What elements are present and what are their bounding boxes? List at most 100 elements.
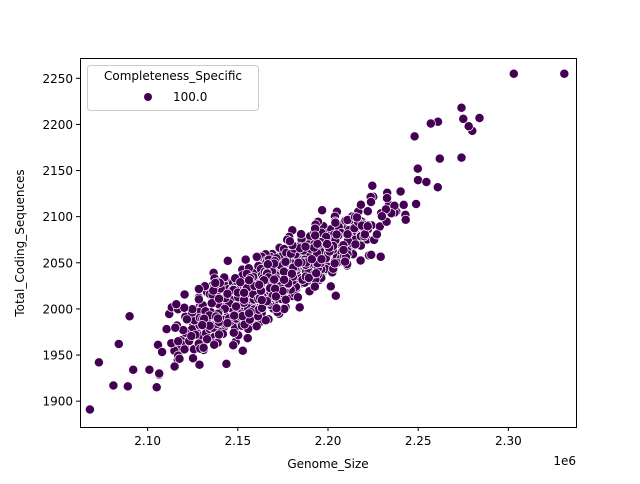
data-point bbox=[306, 254, 317, 265]
data-point bbox=[292, 292, 303, 303]
data-point bbox=[193, 284, 204, 294]
data-point bbox=[310, 230, 321, 241]
data-point bbox=[228, 327, 239, 338]
data-point bbox=[456, 152, 467, 163]
data-point bbox=[197, 320, 208, 331]
data-point bbox=[425, 118, 436, 129]
x-offset-label: 1e6 bbox=[553, 454, 576, 468]
data-point bbox=[231, 301, 242, 312]
y-axis-ticks: 1900 1950 2000 2050 2100 2150 2200 2250 bbox=[42, 72, 80, 409]
data-point bbox=[400, 214, 411, 225]
data-point bbox=[325, 281, 336, 292]
data-point bbox=[84, 404, 95, 415]
data-point bbox=[186, 331, 197, 342]
y-tick-label: 2150 bbox=[42, 164, 73, 178]
y-tick-label: 2250 bbox=[42, 72, 73, 86]
data-point bbox=[398, 199, 409, 210]
data-point bbox=[193, 294, 204, 305]
data-point bbox=[260, 315, 271, 326]
data-point bbox=[174, 353, 185, 364]
data-point bbox=[214, 329, 224, 340]
data-point bbox=[413, 175, 423, 186]
y-tick-label: 1950 bbox=[42, 349, 73, 363]
data-point bbox=[294, 302, 305, 313]
y-tick-label: 2000 bbox=[42, 302, 73, 316]
data-point bbox=[108, 380, 119, 391]
data-point bbox=[154, 368, 165, 379]
data-point bbox=[352, 212, 362, 223]
data-point bbox=[93, 357, 104, 368]
data-point bbox=[411, 199, 422, 209]
y-tick-label: 1900 bbox=[42, 395, 73, 409]
data-point bbox=[222, 255, 233, 266]
legend: Completeness_Specific 100.0 bbox=[87, 65, 259, 111]
data-point bbox=[229, 310, 240, 321]
data-point bbox=[242, 333, 253, 344]
data-point bbox=[432, 182, 443, 193]
y-tick-label: 2050 bbox=[42, 256, 73, 270]
data-point bbox=[286, 268, 297, 279]
scatter-points bbox=[84, 68, 570, 415]
data-point bbox=[338, 245, 349, 255]
data-point bbox=[209, 339, 220, 350]
data-point bbox=[362, 221, 373, 232]
data-point bbox=[237, 345, 248, 356]
data-point bbox=[122, 381, 133, 392]
data-point bbox=[296, 229, 307, 240]
data-point bbox=[559, 68, 570, 79]
data-point bbox=[171, 299, 182, 310]
data-point bbox=[181, 314, 192, 325]
data-point bbox=[458, 113, 469, 124]
data-point bbox=[151, 382, 162, 393]
data-point bbox=[228, 340, 239, 351]
data-point bbox=[256, 295, 267, 306]
data-point bbox=[280, 256, 291, 267]
data-point bbox=[113, 339, 124, 349]
data-point bbox=[382, 193, 392, 204]
data-point bbox=[293, 257, 304, 268]
data-point bbox=[170, 322, 181, 333]
x-axis-ticks: 2.10 2.15 2.20 2.25 2.30 bbox=[134, 427, 522, 448]
data-point bbox=[355, 255, 366, 266]
legend-entry-label: 100.0 bbox=[173, 90, 207, 104]
data-point bbox=[463, 121, 474, 132]
data-point bbox=[366, 249, 377, 260]
data-point bbox=[161, 324, 172, 335]
data-point bbox=[330, 217, 341, 228]
data-point bbox=[144, 364, 155, 375]
data-point bbox=[366, 197, 376, 207]
x-tick-label: 2.30 bbox=[495, 434, 522, 448]
data-point bbox=[362, 206, 373, 217]
data-point bbox=[254, 279, 265, 290]
data-point bbox=[316, 254, 327, 265]
data-point bbox=[240, 254, 251, 265]
data-point bbox=[412, 163, 423, 174]
x-tick-label: 2.20 bbox=[315, 434, 342, 448]
data-point bbox=[157, 347, 168, 357]
data-point bbox=[421, 177, 432, 187]
y-axis-label: Total_Coding_Sequences bbox=[13, 169, 27, 317]
data-point bbox=[239, 287, 250, 298]
data-point bbox=[173, 336, 184, 347]
data-point bbox=[311, 268, 322, 279]
data-point bbox=[303, 272, 314, 283]
data-point bbox=[188, 353, 198, 364]
data-point bbox=[309, 281, 320, 292]
data-point bbox=[271, 303, 282, 314]
data-point bbox=[202, 334, 213, 345]
data-point bbox=[395, 186, 406, 197]
data-point bbox=[198, 342, 209, 353]
data-point bbox=[214, 293, 224, 304]
x-tick-label: 2.10 bbox=[134, 434, 161, 448]
data-point bbox=[210, 278, 221, 288]
data-point bbox=[169, 361, 180, 372]
data-point bbox=[355, 199, 366, 210]
legend-marker-icon bbox=[144, 93, 152, 101]
data-point bbox=[331, 229, 342, 240]
data-point bbox=[179, 344, 190, 355]
data-point bbox=[269, 274, 280, 285]
data-point bbox=[284, 236, 295, 247]
data-point bbox=[409, 131, 420, 142]
data-point bbox=[244, 308, 255, 319]
